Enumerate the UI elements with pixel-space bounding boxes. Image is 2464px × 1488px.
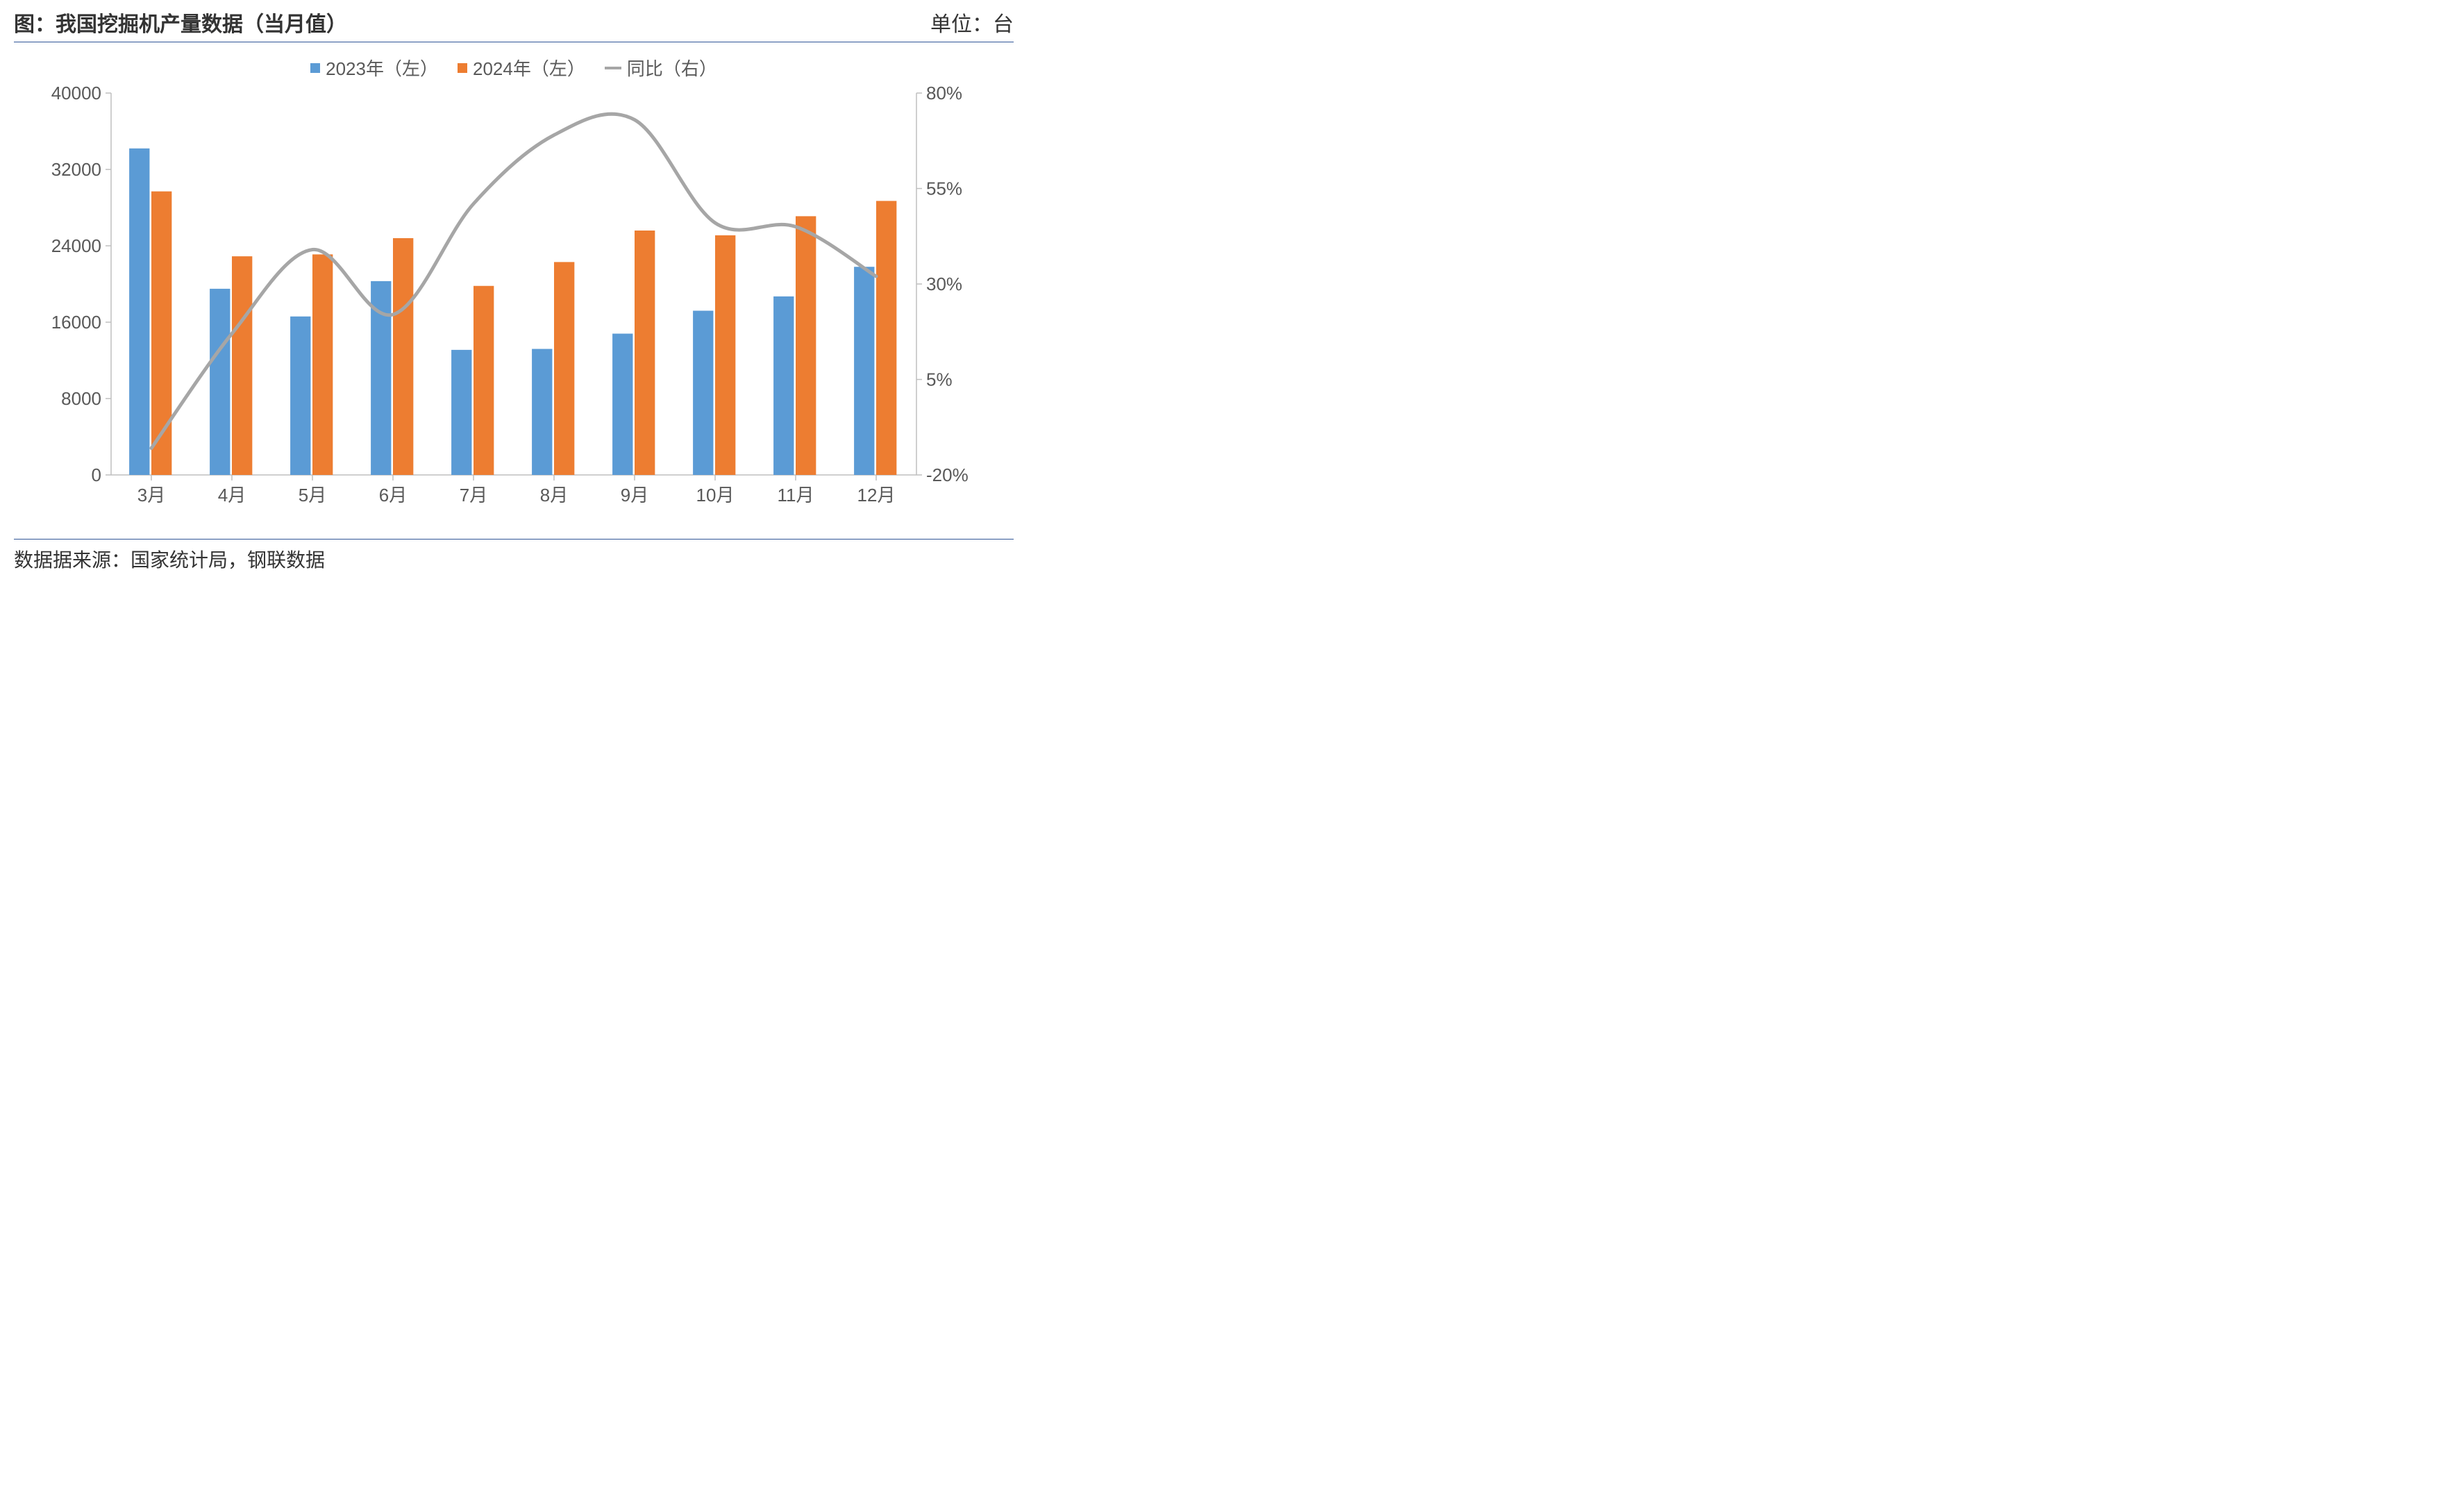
y-right-label: -20% [926, 465, 969, 485]
bar [312, 254, 333, 475]
bar [876, 201, 896, 475]
chart-container: 图：我国挖掘机产量数据（当月值） 单位：台 2023年（左） 2024年（左） 同比… [0, 0, 1028, 587]
plot-area: 0 8000 16000 24000 32000 40000 -20% 5% 30% 55% 80%… [14, 86, 1014, 530]
bar [129, 149, 149, 475]
y-right-label: 30% [926, 274, 962, 294]
bar [554, 262, 574, 475]
bar [715, 235, 735, 475]
bar [451, 350, 471, 475]
chart-svg: 0 8000 16000 24000 32000 40000 -20% 5% 30% 55% 80%… [14, 86, 1014, 517]
y-right-label: 80% [926, 86, 962, 103]
legend-swatch-bar [458, 63, 467, 73]
bar [210, 289, 230, 475]
bar [532, 349, 552, 476]
y-left-label: 32000 [51, 159, 101, 180]
legend-item: 2023年（左） [310, 55, 438, 81]
bar [290, 317, 310, 475]
bar [796, 216, 816, 475]
bar [773, 296, 794, 475]
legend-label: 2024年（左） [473, 55, 585, 81]
bar [473, 286, 494, 475]
y-right-label: 5% [926, 369, 953, 390]
y-left-label: 16000 [51, 312, 101, 333]
bar [854, 267, 874, 475]
legend-label: 同比（右） [627, 55, 717, 81]
chart-unit: 单位：台 [930, 7, 1014, 37]
header: 图：我国挖掘机产量数据（当月值） 单位：台 [14, 7, 1014, 42]
legend-label: 2023年（左） [326, 55, 438, 81]
x-label: 8月 [540, 485, 568, 505]
bar [635, 231, 655, 475]
bar [232, 256, 252, 475]
y-left-label: 40000 [51, 86, 101, 103]
x-label: 9月 [621, 485, 648, 505]
data-source: 数据据来源：国家统计局，钢联数据 [14, 539, 1014, 573]
y-right-label: 55% [926, 178, 962, 199]
legend-item: 2024年（左） [458, 55, 585, 81]
x-label: 5月 [299, 485, 326, 505]
x-label: 6月 [379, 485, 407, 505]
bar [693, 311, 713, 476]
legend-item: 同比（右） [605, 55, 717, 81]
y-left-label: 24000 [51, 235, 101, 256]
chart-title: 图：我国挖掘机产量数据（当月值） [14, 7, 347, 37]
y-left-label: 8000 [61, 388, 101, 409]
x-label: 3月 [137, 485, 165, 505]
x-label: 4月 [218, 485, 246, 505]
x-label: 11月 [778, 485, 814, 505]
legend-swatch-line [605, 67, 621, 69]
x-label: 7月 [460, 485, 487, 505]
x-label: 12月 [857, 485, 896, 505]
bar [612, 334, 632, 476]
legend: 2023年（左） 2024年（左） 同比（右） [14, 55, 1014, 81]
bar [393, 238, 413, 475]
line-series [151, 114, 876, 448]
legend-swatch-bar [310, 63, 320, 73]
y-left-label: 0 [92, 465, 101, 485]
x-label: 10月 [696, 485, 735, 505]
